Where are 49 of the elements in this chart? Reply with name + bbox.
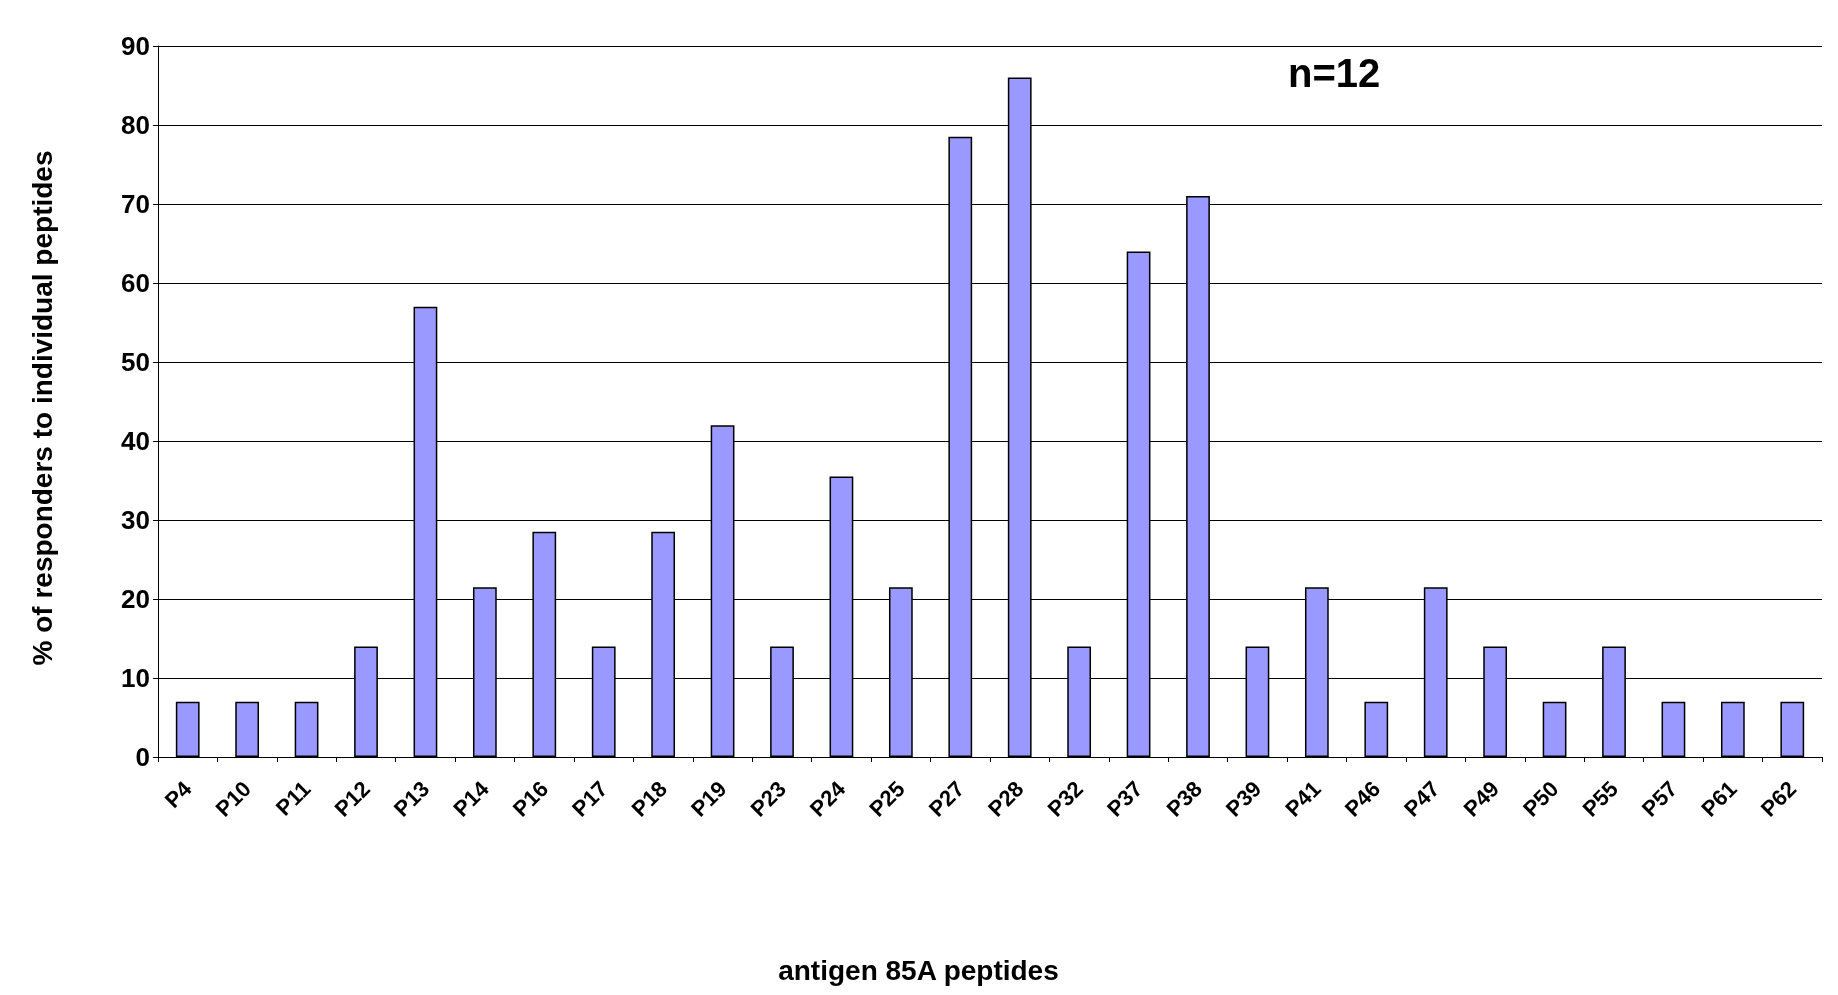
y-tick-label: 10 bbox=[121, 663, 150, 693]
x-tick-label: P10 bbox=[210, 776, 256, 822]
x-tick-label: P39 bbox=[1220, 776, 1267, 822]
x-tick-label: P27 bbox=[923, 776, 970, 822]
x-tick-label: P19 bbox=[686, 776, 732, 822]
x-tick-label: P11 bbox=[270, 776, 316, 821]
x-tick-label: P28 bbox=[983, 776, 1029, 822]
x-tick-label: P61 bbox=[1696, 776, 1742, 822]
x-tick-label: P23 bbox=[745, 776, 791, 822]
x-tick-label: P25 bbox=[864, 776, 910, 822]
y-tick-label: 20 bbox=[121, 584, 150, 614]
y-tick-label: 80 bbox=[121, 110, 150, 140]
bar bbox=[1364, 701, 1389, 757]
x-tick-label: P38 bbox=[1161, 776, 1207, 822]
x-tick-label: P50 bbox=[1518, 776, 1564, 822]
bar bbox=[294, 701, 319, 757]
annotation: n=12 bbox=[1288, 51, 1381, 95]
x-tick-label: P49 bbox=[1458, 776, 1504, 822]
x-axis-title: antigen 85A peptides bbox=[778, 954, 1059, 986]
bar bbox=[175, 701, 200, 757]
y-tick-label: 70 bbox=[121, 189, 150, 219]
x-tick-label: P55 bbox=[1577, 776, 1623, 822]
y-axis-title: % of responders to individual peptides bbox=[26, 150, 58, 666]
x-tick-label: P12 bbox=[329, 776, 375, 822]
y-tick-label: 0 bbox=[135, 742, 150, 772]
bar bbox=[1661, 701, 1686, 757]
y-tick-label: 30 bbox=[121, 505, 150, 535]
y-tick-label: 40 bbox=[121, 426, 150, 456]
bar bbox=[1542, 701, 1567, 757]
x-tick-label: P37 bbox=[1102, 776, 1148, 822]
x-tick-label: P4 bbox=[159, 775, 198, 813]
x-tick-label: P46 bbox=[1339, 776, 1386, 822]
bar bbox=[1780, 701, 1805, 757]
x-tick-label: P41 bbox=[1280, 776, 1326, 822]
bar bbox=[1720, 701, 1745, 757]
y-tick-label: 60 bbox=[121, 268, 150, 298]
x-tick-label: P18 bbox=[626, 776, 672, 822]
x-tick-label: P13 bbox=[388, 776, 435, 822]
y-tick-label: 50 bbox=[121, 347, 150, 377]
bar bbox=[235, 701, 260, 757]
x-tick-label: P32 bbox=[1042, 776, 1088, 822]
x-tick-label: P17 bbox=[567, 776, 613, 822]
x-tick-label: P16 bbox=[507, 776, 554, 822]
x-tick-label: P47 bbox=[1399, 776, 1445, 822]
y-tick-label: 90 bbox=[121, 31, 150, 61]
x-tick-label: P14 bbox=[448, 775, 495, 822]
x-tick-label: P62 bbox=[1755, 776, 1802, 822]
x-tick-label: P57 bbox=[1636, 776, 1683, 822]
x-tick-label: P24 bbox=[804, 775, 851, 822]
